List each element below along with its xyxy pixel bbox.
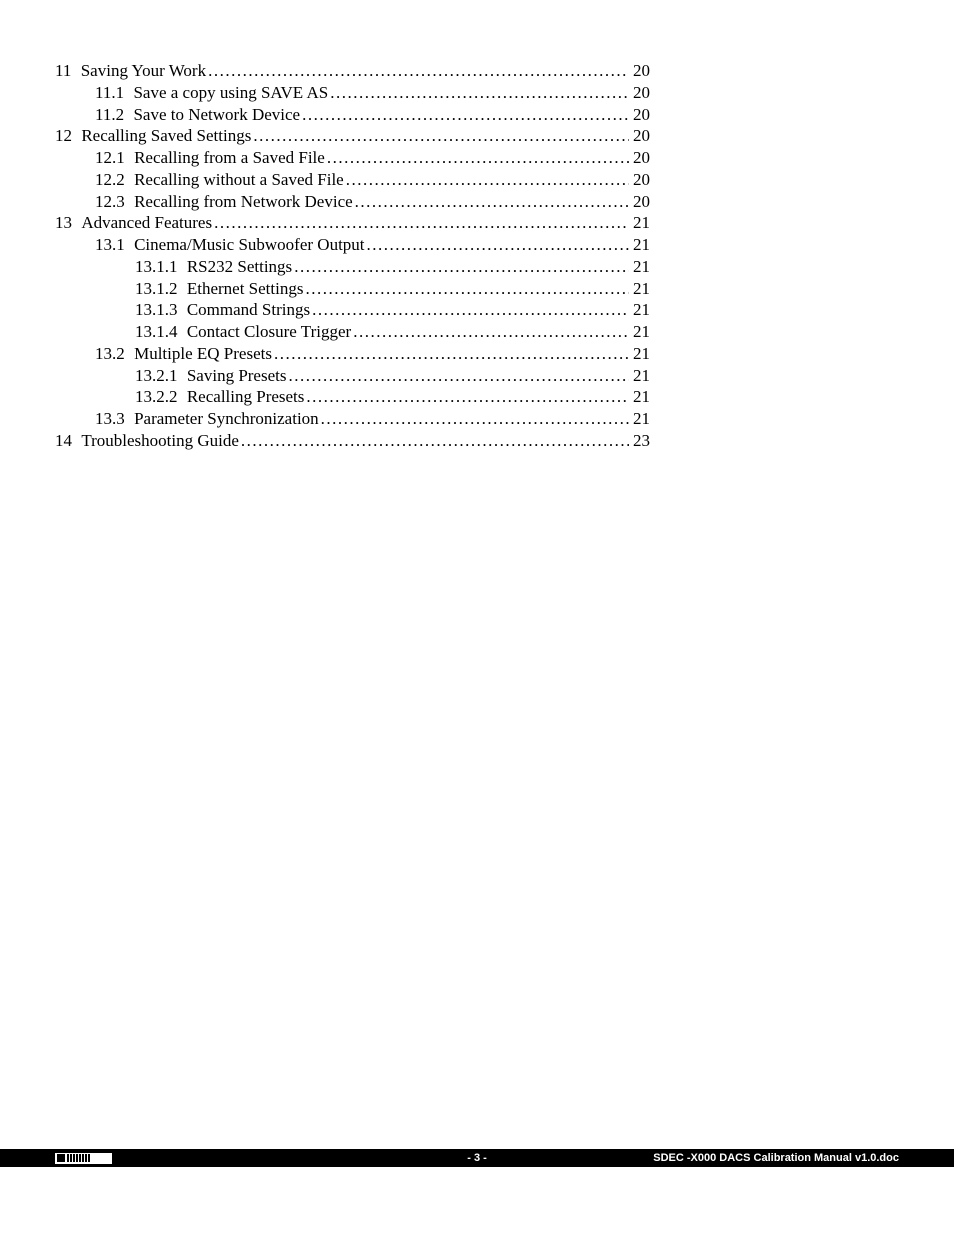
toc-page-number: 21 <box>631 408 650 430</box>
toc-title: Multiple EQ Presets <box>130 343 272 365</box>
toc-page-number: 21 <box>631 365 650 387</box>
toc-title: Saving Presets <box>183 365 287 387</box>
toc-entry: 13.1.4 Contact Closure Trigger 21 <box>95 321 650 343</box>
toc-number: 13.2.1 <box>135 365 178 387</box>
toc-page-number: 20 <box>631 125 650 147</box>
toc-leader-dots <box>214 212 629 234</box>
toc-title: Recalling Presets <box>183 386 305 408</box>
toc-title: RS232 Settings <box>183 256 293 278</box>
toc-entry: 13 Advanced Features 21 <box>55 212 650 234</box>
toc-number: 12.1 <box>95 147 125 169</box>
table-of-contents: 11 Saving Your Work2011.1 Save a copy us… <box>55 60 899 452</box>
toc-page-number: 20 <box>631 82 650 104</box>
toc-number: 12.3 <box>95 191 125 213</box>
document-filename: SDEC -X000 DACS Calibration Manual v1.0.… <box>653 1152 899 1164</box>
toc-number: 13.3 <box>95 408 125 430</box>
toc-page-number: 20 <box>631 147 650 169</box>
toc-number: 13.1.3 <box>135 299 178 321</box>
page-number: - 3 - <box>467 1152 487 1164</box>
toc-page-number: 21 <box>631 343 650 365</box>
page-footer: - 3 - SDEC -X000 DACS Calibration Manual… <box>0 1149 954 1167</box>
toc-leader-dots <box>274 343 629 365</box>
toc-leader-dots <box>288 365 629 387</box>
toc-page-number: 21 <box>631 299 650 321</box>
toc-entry: 11 Saving Your Work 20 <box>55 60 650 82</box>
toc-leader-dots <box>253 125 629 147</box>
toc-entry: 13.1.1 RS232 Settings 21 <box>95 256 650 278</box>
toc-entry: 11.1 Save a copy using SAVE AS 20 <box>75 82 650 104</box>
toc-title: Parameter Synchronization <box>130 408 319 430</box>
toc-number: 11.1 <box>95 82 124 104</box>
toc-title: Recalling from Network Device <box>130 191 353 213</box>
toc-leader-dots <box>330 82 629 104</box>
toc-leader-dots <box>327 147 629 169</box>
toc-page-number: 20 <box>631 60 650 82</box>
toc-number: 13.1 <box>95 234 125 256</box>
toc-number: 12 <box>55 125 72 147</box>
toc-leader-dots <box>367 234 629 256</box>
toc-title: Recalling from a Saved File <box>130 147 325 169</box>
toc-number: 13.2 <box>95 343 125 365</box>
toc-entry: 13.1.2 Ethernet Settings 21 <box>95 278 650 300</box>
toc-entry: 12.2 Recalling without a Saved File 20 <box>75 169 650 191</box>
toc-leader-dots <box>208 60 629 82</box>
toc-page-number: 21 <box>631 256 650 278</box>
toc-leader-dots <box>306 386 629 408</box>
toc-leader-dots <box>305 278 629 300</box>
toc-number: 13.1.4 <box>135 321 178 343</box>
toc-title: Contact Closure Trigger <box>183 321 352 343</box>
toc-entry: 12 Recalling Saved Settings 20 <box>55 125 650 147</box>
toc-page-number: 21 <box>631 321 650 343</box>
toc-leader-dots <box>312 299 629 321</box>
toc-page-number: 21 <box>631 386 650 408</box>
toc-number: 11.2 <box>95 104 124 126</box>
toc-entry: 11.2 Save to Network Device 20 <box>75 104 650 126</box>
toc-entry: 13.1.3 Command Strings 21 <box>95 299 650 321</box>
toc-leader-dots <box>302 104 629 126</box>
toc-number: 13.1.2 <box>135 278 178 300</box>
toc-page-number: 20 <box>631 169 650 191</box>
toc-number: 11 <box>55 60 71 82</box>
page-content: 11 Saving Your Work2011.1 Save a copy us… <box>0 0 954 452</box>
toc-page-number: 21 <box>631 212 650 234</box>
toc-leader-dots <box>346 169 629 191</box>
toc-leader-dots <box>321 408 629 430</box>
toc-leader-dots <box>353 321 629 343</box>
toc-title: Advanced Features <box>77 212 212 234</box>
toc-entry: 13.3 Parameter Synchronization 21 <box>75 408 650 430</box>
toc-entry: 14 Troubleshooting Guide 23 <box>55 430 650 452</box>
toc-entry: 12.1 Recalling from a Saved File 20 <box>75 147 650 169</box>
toc-title: Save to Network Device <box>129 104 300 126</box>
toc-page-number: 20 <box>631 104 650 126</box>
toc-number: 13.2.2 <box>135 386 178 408</box>
toc-entry: 13.1 Cinema/Music Subwoofer Output 21 <box>75 234 650 256</box>
toc-page-number: 20 <box>631 191 650 213</box>
toc-page-number: 21 <box>631 278 650 300</box>
toc-title: Cinema/Music Subwoofer Output <box>130 234 365 256</box>
toc-page-number: 21 <box>631 234 650 256</box>
toc-number: 14 <box>55 430 72 452</box>
toc-entry: 12.3 Recalling from Network Device 20 <box>75 191 650 213</box>
toc-page-number: 23 <box>631 430 650 452</box>
toc-title: Troubleshooting Guide <box>77 430 239 452</box>
toc-title: Recalling Saved Settings <box>77 125 251 147</box>
toc-entry: 13.2.2 Recalling Presets 21 <box>95 386 650 408</box>
toc-number: 12.2 <box>95 169 125 191</box>
toc-entry: 13.2.1 Saving Presets 21 <box>95 365 650 387</box>
toc-title: Ethernet Settings <box>183 278 304 300</box>
toc-title: Save a copy using SAVE AS <box>129 82 328 104</box>
toc-title: Recalling without a Saved File <box>130 169 344 191</box>
toc-number: 13.1.1 <box>135 256 178 278</box>
toc-number: 13 <box>55 212 72 234</box>
toc-entry: 13.2 Multiple EQ Presets 21 <box>75 343 650 365</box>
toc-title: Command Strings <box>183 299 311 321</box>
toc-title: Saving Your Work <box>76 60 206 82</box>
toc-leader-dots <box>241 430 629 452</box>
brand-logo <box>55 1153 112 1164</box>
toc-leader-dots <box>294 256 629 278</box>
toc-leader-dots <box>355 191 629 213</box>
